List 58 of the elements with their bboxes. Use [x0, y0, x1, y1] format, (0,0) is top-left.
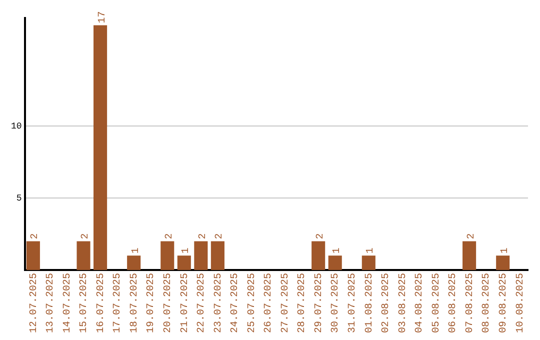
bar [26, 241, 40, 270]
bar [94, 25, 108, 270]
x-tick-label: 22.07.2025 [196, 272, 208, 334]
data-label: 2 [214, 233, 226, 240]
x-tick-label: 16.07.2025 [96, 272, 107, 334]
x-tick-label: 03.08.2025 [398, 272, 409, 334]
x-tick-label: 14.07.2025 [62, 272, 74, 334]
x-tick-label: 20.07.2025 [163, 272, 174, 334]
data-label: 17 [97, 11, 108, 24]
y-tick-label: 5 [16, 193, 22, 204]
x-tick-label: 27.07.2025 [280, 272, 292, 334]
bar [127, 256, 141, 270]
bar [462, 241, 476, 270]
bar [328, 256, 342, 270]
data-label: 1 [500, 248, 511, 254]
bar [210, 241, 224, 270]
data-label: 2 [198, 233, 209, 240]
x-tick-label: 09.08.2025 [498, 272, 510, 334]
bar [496, 256, 510, 270]
x-tick-label: 23.07.2025 [213, 272, 224, 334]
x-tick-label: 25.07.2025 [246, 272, 258, 334]
x-tick-label: 12.07.2025 [28, 272, 40, 334]
data-label: 2 [315, 233, 326, 240]
x-tick-label: 24.07.2025 [230, 272, 242, 334]
bar [362, 256, 376, 270]
x-tick-label: 08.08.2025 [482, 272, 493, 334]
y-tick-label: 10 [10, 121, 22, 132]
data-label: 1 [366, 248, 377, 254]
x-tick-label: 18.07.2025 [129, 272, 140, 334]
x-tick-label: 04.08.2025 [414, 272, 426, 334]
x-tick-label: 10.08.2025 [515, 272, 526, 334]
x-tick-label: 26.07.2025 [264, 272, 275, 334]
x-tick-label: 07.08.2025 [464, 272, 476, 334]
data-label: 1 [130, 248, 142, 254]
x-tick-label: 19.07.2025 [146, 272, 158, 334]
x-tick-label: 02.08.2025 [381, 272, 392, 334]
x-tick-label: 05.08.2025 [431, 272, 442, 334]
bar [76, 241, 90, 270]
x-tick-label: 01.08.2025 [364, 272, 376, 334]
bar [160, 241, 174, 270]
data-label: 1 [181, 248, 192, 254]
data-label: 1 [332, 248, 344, 254]
x-tick-label: 17.07.2025 [112, 272, 124, 334]
x-tick-label: 29.07.2025 [314, 272, 325, 334]
x-tick-label: 13.07.2025 [46, 272, 57, 334]
data-label: 2 [466, 233, 478, 240]
bar [312, 241, 326, 270]
x-tick-label: 06.08.2025 [448, 272, 460, 334]
x-tick-label: 15.07.2025 [79, 272, 90, 334]
bar [177, 256, 191, 270]
bar [194, 241, 208, 270]
data-label: 2 [164, 233, 176, 240]
x-tick-label: 30.07.2025 [330, 272, 342, 334]
x-tick-label: 21.07.2025 [180, 272, 191, 334]
data-label: 2 [30, 233, 42, 240]
data-label: 2 [80, 233, 92, 240]
x-tick-label: 28.07.2025 [297, 272, 308, 334]
x-tick-label: 31.07.2025 [348, 272, 359, 334]
